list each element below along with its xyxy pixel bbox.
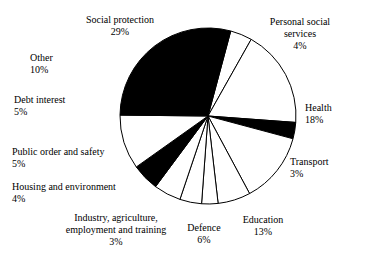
svg-text:Public order and safety5%: Public order and safety5% (12, 146, 104, 169)
svg-text:Transport3%: Transport3% (290, 156, 329, 179)
svg-text:Debt interest5%: Debt interest5% (14, 94, 66, 117)
svg-text:Defence6%: Defence6% (187, 222, 221, 245)
svg-text:Education13%: Education13% (243, 214, 284, 237)
svg-text:Housing and environment4%: Housing and environment4% (12, 181, 116, 204)
svg-text:Other10%: Other10% (30, 52, 53, 75)
svg-text:Health18%: Health18% (305, 102, 332, 125)
svg-text:Personal socialservices4%: Personal socialservices4% (270, 16, 330, 51)
svg-text:Industry, agriculture,employme: Industry, agriculture,employment and tra… (66, 212, 167, 247)
svg-text:Social protection29%: Social protection29% (86, 14, 154, 37)
